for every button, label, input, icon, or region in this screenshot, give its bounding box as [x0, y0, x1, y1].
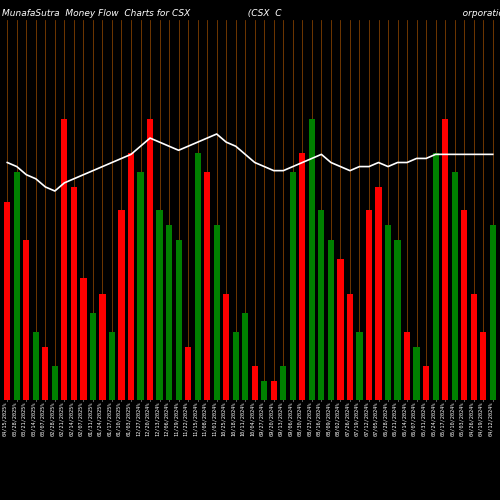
Bar	[147, 119, 153, 400]
Bar	[90, 312, 96, 400]
Bar	[461, 210, 468, 400]
Bar	[118, 210, 124, 400]
Bar	[62, 119, 68, 400]
Bar	[194, 153, 200, 400]
Bar	[204, 172, 210, 400]
Bar	[71, 187, 77, 400]
Bar	[280, 366, 286, 400]
Bar	[347, 294, 353, 400]
Bar	[385, 225, 391, 400]
Bar	[442, 119, 448, 400]
Bar	[109, 332, 115, 400]
Bar	[309, 119, 315, 400]
Bar	[128, 153, 134, 400]
Bar	[156, 210, 162, 400]
Bar	[414, 347, 420, 400]
Bar	[452, 172, 458, 400]
Bar	[432, 153, 438, 400]
Bar	[138, 172, 143, 400]
Bar	[490, 225, 496, 400]
Bar	[214, 225, 220, 400]
Bar	[300, 153, 306, 400]
Bar	[328, 240, 334, 400]
Bar	[100, 294, 105, 400]
Bar	[14, 172, 20, 400]
Bar	[290, 172, 296, 400]
Bar	[32, 332, 39, 400]
Bar	[470, 294, 477, 400]
Bar	[318, 210, 324, 400]
Bar	[338, 260, 344, 400]
Bar	[404, 332, 410, 400]
Bar	[261, 381, 268, 400]
Text: MunafaSutra  Money Flow  Charts for CSX                    (CSX  C              : MunafaSutra Money Flow Charts for CSX (C…	[2, 9, 500, 18]
Bar	[185, 347, 191, 400]
Bar	[356, 332, 362, 400]
Bar	[423, 366, 429, 400]
Bar	[270, 381, 277, 400]
Bar	[394, 240, 400, 400]
Bar	[4, 202, 10, 400]
Bar	[42, 347, 48, 400]
Bar	[376, 187, 382, 400]
Bar	[176, 240, 182, 400]
Bar	[366, 210, 372, 400]
Bar	[232, 332, 239, 400]
Bar	[480, 332, 486, 400]
Bar	[166, 225, 172, 400]
Bar	[223, 294, 230, 400]
Bar	[52, 366, 58, 400]
Bar	[23, 240, 30, 400]
Bar	[252, 366, 258, 400]
Bar	[242, 312, 248, 400]
Bar	[80, 278, 86, 400]
